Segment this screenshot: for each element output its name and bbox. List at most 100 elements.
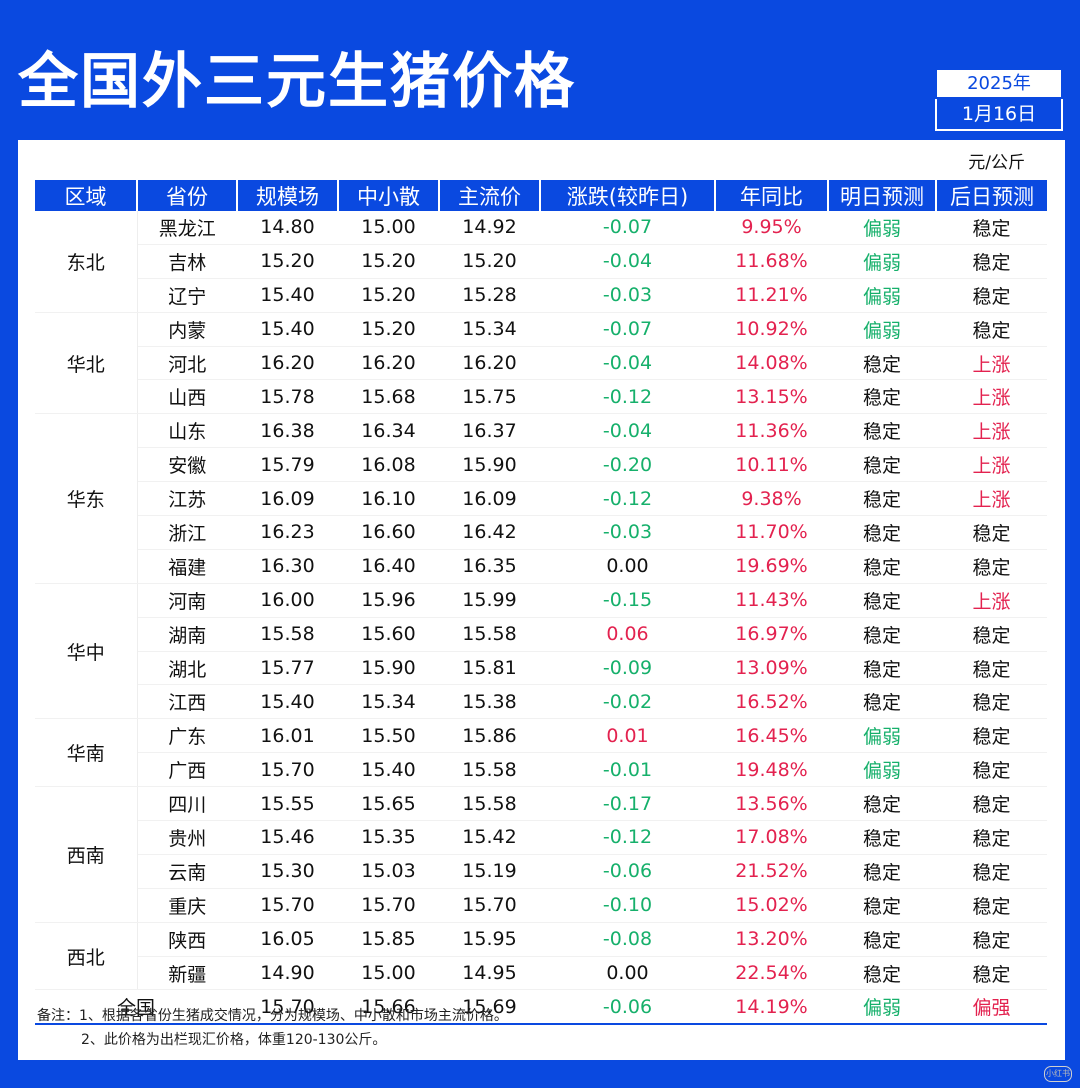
cell-small-farm: 15.20 [338,278,439,313]
cell-province: 河北 [137,346,237,381]
header-yoy: 年同比 [714,180,828,211]
table-row: 浙江 16.23 16.60 16.42 -0.03 11.70% 稳定 稳定 [35,515,1047,550]
cell-large-farm: 16.01 [237,718,338,754]
cell-small-farm: 15.90 [338,651,439,686]
cell-small-farm: 15.35 [338,820,439,855]
cell-main-price: 15.81 [439,651,540,686]
cell-yoy: 19.69% [715,549,828,584]
cell-forecast-after: 稳定 [936,684,1047,720]
cell-forecast-after: 稳定 [936,956,1047,991]
cell-main-price: 15.38 [439,684,540,720]
cell-forecast-tomorrow: 稳定 [828,447,936,483]
cell-forecast-after: 上涨 [936,413,1047,449]
cell-province: 安徽 [137,447,237,483]
cell-forecast-tomorrow: 偏弱 [828,244,936,279]
header-forecast-after: 后日预测 [935,180,1047,211]
cell-large-farm: 15.30 [237,854,338,889]
cell-yoy: 11.68% [715,244,828,279]
cell-province: 四川 [137,786,237,822]
cell-forecast-tomorrow: 稳定 [828,684,936,720]
cell-forecast-after: 稳定 [936,549,1047,584]
table-row: 广西 15.70 15.40 15.58 -0.01 19.48% 偏弱 稳定 [35,752,1047,788]
cell-change: -0.04 [540,244,715,279]
cell-main-price: 15.86 [439,718,540,754]
cell-change: -0.04 [540,346,715,381]
table-row: 西北 陕西 16.05 15.85 15.95 -0.08 13.20% 稳定 稳定 [35,922,1047,991]
cell-forecast-tomorrow: 稳定 [828,346,936,381]
cell-main-price: 15.58 [439,617,540,652]
cell-change: -0.15 [540,583,715,618]
table-row: 重庆 15.70 15.70 15.70 -0.10 15.02% 稳定 稳定 [35,888,1047,923]
table-header-row: 区域 省份 规模场 中小散 主流价 涨跌(较昨日) 年同比 明日预测 后日预测 [35,180,1047,211]
cell-main-price: 15.75 [439,379,540,415]
cell-large-farm: 16.23 [237,515,338,550]
cell-change: -0.17 [540,786,715,822]
cell-yoy: 14.08% [715,346,828,381]
cell-main-price: 15.19 [439,854,540,889]
table-row: 江西 15.40 15.34 15.38 -0.02 16.52% 稳定 稳定 [35,684,1047,720]
cell-change: -0.06 [540,854,715,889]
cell-main-price: 16.35 [439,549,540,584]
date-year: 2025年 [935,68,1063,99]
cell-main-price: 16.42 [439,515,540,550]
cell-change: -0.10 [540,888,715,923]
cell-small-farm: 16.34 [338,413,439,449]
price-table: 区域 省份 规模场 中小散 主流价 涨跌(较昨日) 年同比 明日预测 后日预测 … [35,180,1047,1026]
cell-change: -0.12 [540,379,715,415]
cell-main-price: 14.92 [439,211,540,245]
cell-province: 新疆 [137,956,237,991]
table-row: 华北 内蒙 15.40 15.20 15.34 -0.07 10.92% 偏弱 稳定 [35,312,1047,415]
cell-small-farm: 16.40 [338,549,439,584]
cell-main-price: 15.70 [439,888,540,923]
table-row: 华南 广东 16.01 15.50 15.86 0.01 16.45% 偏弱 稳定 [35,718,1047,788]
cell-forecast-tomorrow: 稳定 [828,956,936,991]
cell-large-farm: 15.58 [237,617,338,652]
cell-province: 江西 [137,684,237,720]
cell-forecast-after: 稳定 [936,244,1047,279]
cell-main-price: 15.58 [439,752,540,788]
cell-yoy: 13.09% [715,651,828,686]
cell-change: 0.06 [540,617,715,652]
cell-large-farm: 14.80 [237,211,338,245]
cell-large-farm: 15.40 [237,312,338,347]
cell-main-price: 15.95 [439,922,540,957]
cell-forecast-after: 上涨 [936,583,1047,618]
cell-province: 湖北 [137,651,237,686]
cell-province: 辽宁 [137,278,237,313]
cell-small-farm: 15.03 [338,854,439,889]
cell-forecast-tomorrow: 稳定 [828,651,936,686]
cell-small-farm: 16.20 [338,346,439,381]
cell-forecast-after: 稳定 [936,718,1047,754]
cell-forecast-tomorrow: 稳定 [828,515,936,550]
cell-large-farm: 15.40 [237,684,338,720]
cell-large-farm: 15.70 [237,989,338,1026]
cell-forecast-after: 稳定 [936,617,1047,652]
cell-main-price: 16.09 [439,481,540,517]
cell-forecast-after: 稳定 [936,820,1047,855]
cell-forecast-tomorrow: 偏弱 [828,718,936,754]
cell-forecast-tomorrow: 偏弱 [828,989,936,1026]
cell-large-farm: 16.38 [237,413,338,449]
date-box: 2025年 1月16日 [935,68,1063,131]
cell-large-farm: 16.20 [237,346,338,381]
cell-change: -0.20 [540,447,715,483]
cell-region: 华东 [35,413,138,584]
table-body: 东北 黑龙江 14.80 15.00 14.92 -0.07 9.95% 偏弱 稳定 吉林 15.2… [35,211,1047,1026]
cell-yoy: 11.70% [715,515,828,550]
table-row: 福建 16.30 16.40 16.35 0.00 19.69% 稳定 稳定 [35,549,1047,584]
cell-change: -0.04 [540,413,715,449]
cell-change: -0.12 [540,481,715,517]
cell-region: 西北 [35,922,138,991]
cell-large-farm: 16.00 [237,583,338,618]
cell-region: 华北 [35,312,138,415]
cell-yoy: 16.97% [715,617,828,652]
cell-main-price: 15.34 [439,312,540,347]
table-row: 吉林 15.20 15.20 15.20 -0.04 11.68% 偏弱 稳定 [35,244,1047,279]
cell-yoy: 13.15% [715,379,828,415]
page-title: 全国外三元生猪价格 [18,47,576,117]
cell-small-farm: 15.00 [338,956,439,991]
cell-main-price: 16.37 [439,413,540,449]
cell-large-farm: 16.30 [237,549,338,584]
cell-small-farm: 16.08 [338,447,439,483]
cell-small-farm: 16.60 [338,515,439,550]
